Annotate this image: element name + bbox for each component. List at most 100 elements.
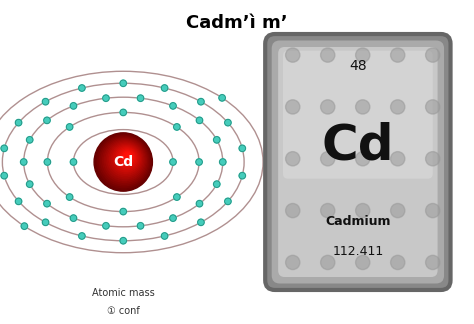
Circle shape — [123, 152, 132, 161]
Circle shape — [214, 181, 220, 187]
Circle shape — [103, 139, 146, 182]
Circle shape — [103, 95, 109, 101]
Circle shape — [391, 100, 405, 114]
Circle shape — [27, 181, 33, 187]
Circle shape — [214, 137, 220, 143]
Circle shape — [356, 255, 370, 270]
Circle shape — [70, 215, 77, 221]
Circle shape — [170, 103, 176, 109]
Circle shape — [225, 120, 231, 126]
Circle shape — [66, 124, 73, 130]
Circle shape — [20, 159, 27, 165]
Circle shape — [42, 98, 49, 105]
Circle shape — [391, 203, 405, 218]
Circle shape — [120, 208, 127, 215]
Circle shape — [426, 203, 440, 218]
Circle shape — [108, 142, 143, 177]
Circle shape — [106, 141, 144, 179]
Circle shape — [42, 219, 49, 226]
Circle shape — [286, 203, 300, 218]
Text: 48: 48 — [349, 59, 367, 74]
Text: Cd: Cd — [321, 122, 394, 170]
Circle shape — [101, 137, 147, 184]
Circle shape — [111, 144, 140, 173]
Circle shape — [120, 80, 127, 87]
Circle shape — [426, 100, 440, 114]
Circle shape — [198, 219, 204, 226]
Circle shape — [15, 198, 22, 205]
Circle shape — [225, 198, 231, 205]
Circle shape — [219, 95, 225, 101]
Circle shape — [426, 48, 440, 62]
Circle shape — [115, 146, 138, 170]
Text: ① conf: ① conf — [107, 306, 140, 316]
Circle shape — [426, 255, 440, 270]
Circle shape — [44, 159, 51, 165]
Circle shape — [15, 119, 22, 126]
Circle shape — [391, 48, 405, 62]
Circle shape — [426, 152, 440, 166]
Circle shape — [1, 145, 8, 152]
Circle shape — [161, 85, 168, 91]
Circle shape — [219, 159, 226, 165]
Text: Cadmium: Cadmium — [325, 214, 391, 228]
Text: Atomic mass: Atomic mass — [92, 288, 155, 298]
Circle shape — [120, 109, 127, 116]
Circle shape — [286, 48, 300, 62]
Circle shape — [137, 223, 144, 229]
Circle shape — [98, 135, 150, 188]
Circle shape — [320, 100, 335, 114]
Circle shape — [170, 215, 176, 221]
Circle shape — [356, 48, 370, 62]
FancyBboxPatch shape — [272, 40, 444, 284]
Circle shape — [103, 223, 109, 229]
Circle shape — [198, 98, 204, 105]
Circle shape — [173, 194, 180, 200]
Circle shape — [1, 172, 8, 179]
Circle shape — [286, 152, 300, 166]
Circle shape — [356, 152, 370, 166]
Circle shape — [122, 151, 133, 163]
Circle shape — [66, 194, 73, 200]
Text: 112.411: 112.411 — [332, 245, 383, 258]
Circle shape — [239, 145, 246, 152]
Circle shape — [239, 172, 246, 179]
Text: Cadm’ì m’: Cadm’ì m’ — [186, 14, 288, 32]
Circle shape — [127, 155, 130, 157]
Circle shape — [356, 203, 370, 218]
FancyBboxPatch shape — [278, 47, 438, 277]
Circle shape — [99, 136, 149, 186]
Circle shape — [320, 48, 335, 62]
Circle shape — [196, 117, 203, 123]
Circle shape — [320, 152, 335, 166]
Circle shape — [286, 255, 300, 270]
Circle shape — [196, 201, 203, 207]
Circle shape — [161, 233, 168, 239]
Circle shape — [286, 100, 300, 114]
Circle shape — [173, 124, 180, 130]
Circle shape — [391, 152, 405, 166]
Circle shape — [79, 233, 85, 239]
Circle shape — [118, 149, 136, 166]
Circle shape — [109, 143, 142, 175]
Circle shape — [196, 159, 202, 165]
Circle shape — [104, 140, 145, 180]
Text: Cd: Cd — [113, 155, 133, 169]
Circle shape — [170, 159, 176, 165]
Circle shape — [44, 117, 50, 123]
Circle shape — [27, 137, 33, 143]
Circle shape — [120, 150, 135, 165]
Circle shape — [70, 103, 77, 109]
Circle shape — [391, 255, 405, 270]
Circle shape — [79, 85, 85, 91]
Circle shape — [125, 153, 131, 159]
Circle shape — [21, 223, 27, 229]
Circle shape — [96, 134, 151, 190]
Circle shape — [137, 95, 144, 101]
Circle shape — [94, 133, 153, 191]
Circle shape — [70, 159, 77, 165]
Circle shape — [113, 145, 139, 172]
Circle shape — [356, 100, 370, 114]
FancyBboxPatch shape — [283, 51, 433, 179]
FancyBboxPatch shape — [265, 34, 451, 290]
